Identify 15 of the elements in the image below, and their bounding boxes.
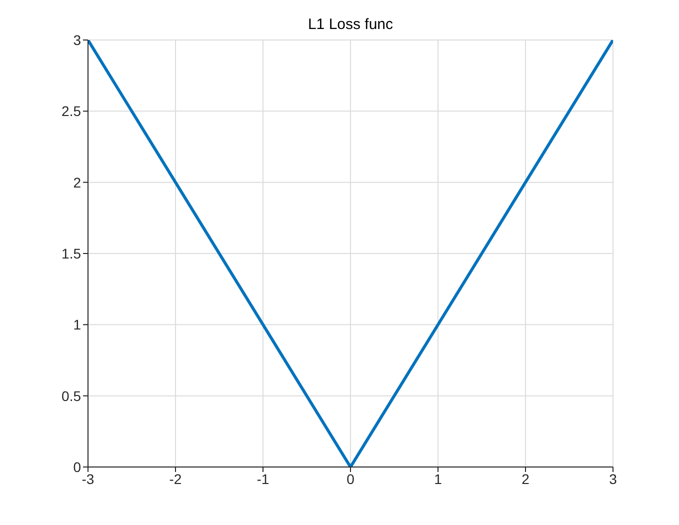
chart-title: L1 Loss func	[306, 16, 394, 33]
y-tick-label: 1	[73, 316, 82, 333]
y-tick-label: 1.5	[62, 245, 82, 262]
y-tick-label: 2.5	[62, 103, 82, 120]
x-tick-label: 0	[346, 470, 355, 487]
y-tick-label: 2	[73, 174, 82, 190]
x-tick-label: 2	[522, 470, 530, 487]
x-tick-label: -2	[169, 470, 182, 487]
x-tick-label: -3	[82, 470, 94, 487]
y-tick-label: 0	[73, 458, 82, 475]
y-tick-label: 3	[73, 32, 82, 48]
x-tick-label: 1	[434, 470, 442, 487]
x-tick-label: 3	[609, 470, 618, 487]
x-tick-label: -1	[256, 470, 270, 487]
y-tick-label: 0.5	[62, 388, 82, 404]
